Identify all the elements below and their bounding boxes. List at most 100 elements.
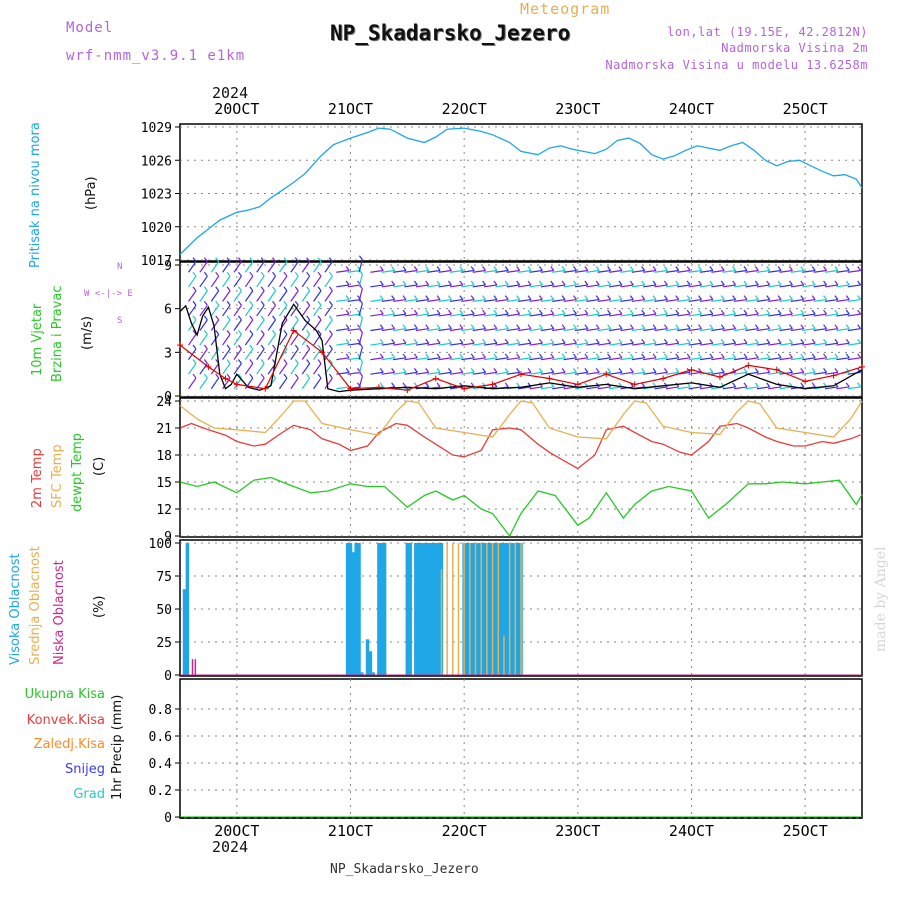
- wind-barb: [631, 269, 645, 273]
- wind-barb-flag: [493, 280, 498, 286]
- wind-barb-flag: [573, 367, 577, 373]
- wind-barb-flag: [226, 257, 231, 262]
- cloud-bar: [486, 543, 488, 675]
- wind-barb-flag: [306, 315, 311, 321]
- wind-barb: [393, 371, 407, 375]
- wind-barb-flag: [686, 295, 691, 300]
- wind-barb: [290, 290, 299, 302]
- wind-barb-flag: [652, 353, 657, 359]
- wind-barb: [370, 313, 384, 317]
- wind-barb: [711, 342, 725, 346]
- wind-barb: [790, 328, 804, 332]
- wind-barb: [244, 304, 254, 317]
- wind-barb-flag: [328, 315, 333, 321]
- wind-barb: [756, 284, 770, 288]
- wind-barb-flag: [857, 382, 862, 388]
- wind-barb: [745, 313, 759, 317]
- wind-barb: [643, 298, 657, 302]
- ytick-label: 0.2: [149, 784, 172, 799]
- wind-barb: [210, 319, 220, 331]
- wind-barb: [358, 317, 363, 331]
- wind-barb: [552, 284, 566, 288]
- wind-barb: [244, 261, 254, 273]
- wind-barb-flag: [249, 315, 254, 321]
- wind-barb-flag: [294, 344, 299, 350]
- wind-barb: [609, 342, 623, 346]
- wind-barb-flag: [493, 367, 498, 373]
- wind-barb: [631, 328, 645, 332]
- wind-barb: [631, 298, 645, 302]
- wind-barb: [597, 342, 611, 346]
- wind-barb: [256, 275, 265, 288]
- wind-barb-flag: [675, 353, 680, 359]
- wind-barb: [427, 269, 441, 273]
- wind-barb-flag: [720, 309, 725, 315]
- wind-barb-flag: [720, 280, 725, 286]
- wind-barb-flag: [698, 353, 703, 359]
- legend-hail: Grad: [73, 787, 105, 802]
- wind-barb: [768, 298, 782, 302]
- wind-barb: [779, 328, 793, 332]
- cloud-bar: [520, 543, 522, 675]
- wind-barb: [415, 284, 429, 288]
- wind-barb-flag: [800, 353, 805, 359]
- wind-barb-flag: [561, 309, 566, 315]
- wind-barb-flag: [317, 373, 322, 379]
- wind-barb-flag: [260, 315, 265, 321]
- series-line: [179, 329, 863, 391]
- wind-barb-flag: [436, 324, 441, 330]
- wind-barb-flag: [379, 382, 384, 388]
- wind-barb-flag: [777, 338, 782, 344]
- wind-barb: [699, 269, 713, 273]
- wind-barb: [449, 284, 463, 288]
- wind-barb: [847, 371, 861, 375]
- wind-barb-flag: [857, 295, 862, 300]
- wind-barb: [586, 284, 600, 288]
- wind-barb-flag: [800, 280, 805, 286]
- wind-barb: [415, 371, 429, 375]
- ytick-label: 0.6: [149, 730, 172, 745]
- date-label-top: 22OCT: [442, 100, 487, 118]
- wind-barb: [210, 275, 220, 288]
- wind-barb: [688, 284, 702, 288]
- wind-barb: [529, 284, 543, 288]
- wind-barb-flag: [425, 338, 430, 344]
- cloud-unit: (%): [92, 595, 107, 619]
- wind-barb: [290, 261, 299, 273]
- wind-barb-flag: [584, 266, 589, 271]
- wind-barb-flag: [260, 271, 265, 277]
- wind-barb: [790, 342, 804, 346]
- wind-barb-flag: [629, 309, 634, 315]
- wind-barb: [654, 313, 668, 317]
- wind-barb: [813, 328, 827, 332]
- wind-barb-flag: [573, 324, 577, 330]
- year-bottom: 2024: [212, 838, 249, 856]
- wind-barb-flag: [641, 324, 646, 330]
- wind-barb-flag: [800, 382, 805, 388]
- wind-barb-flag: [345, 295, 350, 300]
- wind-barb-flag: [470, 280, 475, 286]
- wind-barb: [483, 328, 498, 332]
- wind-barb: [313, 304, 322, 317]
- wind-barb-flag: [482, 280, 487, 286]
- wind-barb: [586, 357, 600, 361]
- wind-barb: [756, 269, 770, 273]
- wind-barb: [415, 357, 429, 361]
- wind-barb-flag: [573, 338, 577, 344]
- wind-barb-flag: [629, 367, 634, 373]
- wind-barb-flag: [260, 300, 265, 306]
- wind-barb: [313, 275, 322, 288]
- wind-barb-flag: [294, 373, 299, 379]
- panel-frame: [179, 261, 863, 398]
- wind-barb: [813, 269, 827, 273]
- wind-barb: [836, 342, 850, 346]
- wind-barb-flag: [391, 382, 396, 388]
- wind-barb-flag: [527, 338, 532, 344]
- wind-barb: [370, 298, 384, 302]
- wind-barb-flag: [272, 315, 277, 321]
- wind-barb: [847, 284, 861, 288]
- wind-barb-flag: [573, 309, 577, 315]
- wind-barb-flag: [766, 295, 771, 300]
- wind-barb: [370, 284, 384, 288]
- cloud-bar: [416, 543, 421, 675]
